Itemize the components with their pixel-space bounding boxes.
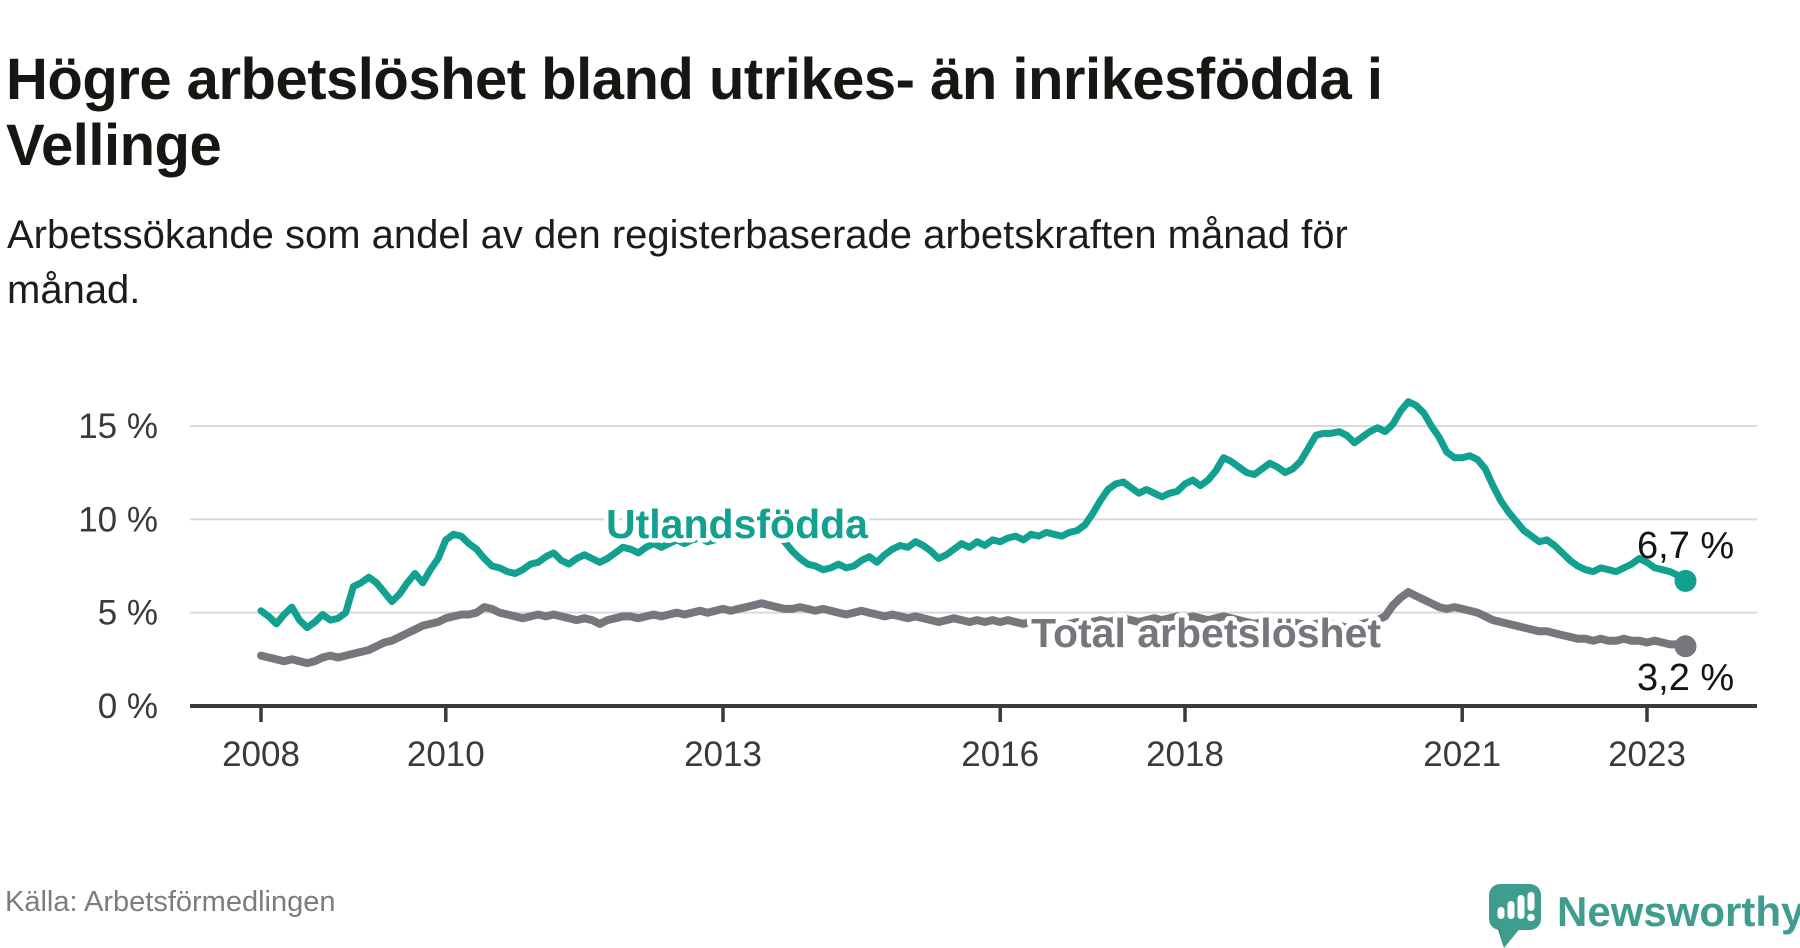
- end-dot-utlandsfodda: [1674, 569, 1697, 592]
- series-line-total-arbetsloshet: [257, 588, 1690, 668]
- end-value-label-utlandsfodda: 6,7 %: [1637, 525, 1734, 567]
- series-label-total-arbetsloshet: Total arbetslöshet: [1031, 610, 1381, 656]
- x-axis-label-2018: 2018: [1146, 735, 1224, 774]
- page-title-line2: Vellinge: [6, 112, 222, 178]
- chart-subtitle-line1: Arbetssökande som andel av den registerb…: [7, 213, 1348, 257]
- newsworthy-chart-bubble-icon: [1489, 884, 1541, 948]
- end-dot-total-arbetsloshet: [1674, 635, 1697, 658]
- y-axis-label-15: 15 %: [78, 407, 158, 446]
- y-axis-label-10: 10 %: [78, 500, 158, 539]
- page-title: Högre arbetslöshet bland utrikes- än inr…: [6, 47, 1706, 179]
- x-axis-label-2013: 2013: [684, 735, 762, 774]
- source-note: Källa: Arbetsförmedlingen: [5, 886, 336, 918]
- y-axis-label-5: 5 %: [98, 594, 158, 633]
- end-value-label-total-arbetsloshet: 3,2 %: [1637, 657, 1734, 699]
- x-axis-label-2010: 2010: [407, 735, 485, 774]
- x-axis-label-2023: 2023: [1608, 735, 1686, 774]
- x-axis-label-2016: 2016: [961, 735, 1039, 774]
- x-axis-label-2008: 2008: [222, 735, 300, 774]
- newsworthy-brand: Newsworthy: [1488, 882, 1800, 948]
- series-line-utlandsfodda: [257, 398, 1689, 632]
- newsworthy-brand-name: Newsworthy: [1557, 888, 1800, 935]
- chart-subtitle-line2: månad.: [7, 268, 141, 312]
- page-title-line1: Högre arbetslöshet bland utrikes- än inr…: [6, 46, 1383, 112]
- x-axis-label-2021: 2021: [1423, 735, 1501, 774]
- series-label-utlandsfodda: Utlandsfödda: [606, 501, 869, 547]
- y-axis-label-0: 0 %: [98, 687, 158, 726]
- chart-subtitle: Arbetssökande som andel av den registerb…: [7, 208, 1707, 318]
